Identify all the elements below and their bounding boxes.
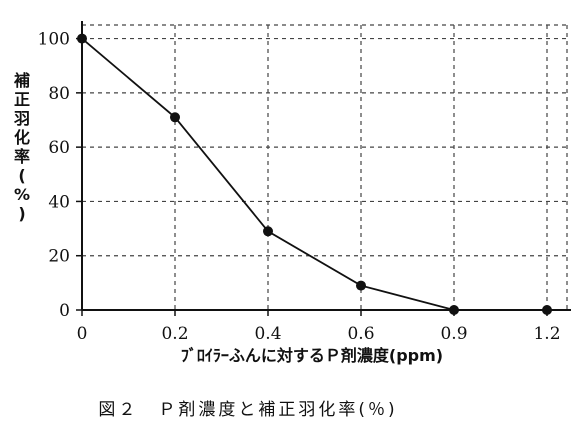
x-tick-label: 0 xyxy=(77,324,88,344)
y-tick-label: 60 xyxy=(48,138,70,158)
y-axis-title-char: 補 xyxy=(13,71,30,90)
y-axis-title-char: ( xyxy=(18,166,25,185)
data-point xyxy=(263,226,273,237)
series-line xyxy=(81,37,547,311)
grid-lines xyxy=(82,24,568,310)
y-tick-labels: 0 20 40 60 80 100 xyxy=(38,30,70,321)
x-tick-label: 0.2 xyxy=(161,324,188,344)
x-tick-label: 0.6 xyxy=(347,324,374,344)
y-axis-title-char: % xyxy=(14,185,30,204)
x-tick-label: 0.9 xyxy=(440,324,467,344)
data-series xyxy=(77,33,552,315)
y-axis-title-char: 正 xyxy=(14,90,30,109)
y-tick-label: 40 xyxy=(48,192,70,212)
y-tick-label: 80 xyxy=(48,84,70,104)
data-point xyxy=(542,305,552,315)
data-point xyxy=(449,305,459,315)
y-axis-title-char: 化 xyxy=(14,128,30,147)
figure-caption: 図２ Ｐ剤濃度と補正羽化率(％) xyxy=(98,400,397,420)
x-tick-label: 1.2 xyxy=(533,324,560,344)
x-tick-labels: 0 0.2 0.4 0.6 0.9 1.2 xyxy=(77,324,561,344)
y-axis-title-char: 率 xyxy=(14,147,30,166)
data-point xyxy=(77,33,87,44)
y-tick-label: 20 xyxy=(48,247,70,267)
data-point xyxy=(356,280,366,291)
y-axis-title-char: ) xyxy=(18,204,25,223)
data-point xyxy=(170,112,180,123)
x-tick-label: 0.4 xyxy=(254,324,281,344)
y-axis-title-char: 羽 xyxy=(14,109,30,128)
x-axis-title: ﾌﾞﾛｲﾗｰふんに対するＰ剤濃度(ppm) xyxy=(181,346,443,365)
y-tick-label: 100 xyxy=(38,30,70,50)
y-axis-title: 補正羽化率(%) xyxy=(13,71,30,223)
axes xyxy=(76,21,571,316)
y-tick-label: 0 xyxy=(59,301,70,321)
